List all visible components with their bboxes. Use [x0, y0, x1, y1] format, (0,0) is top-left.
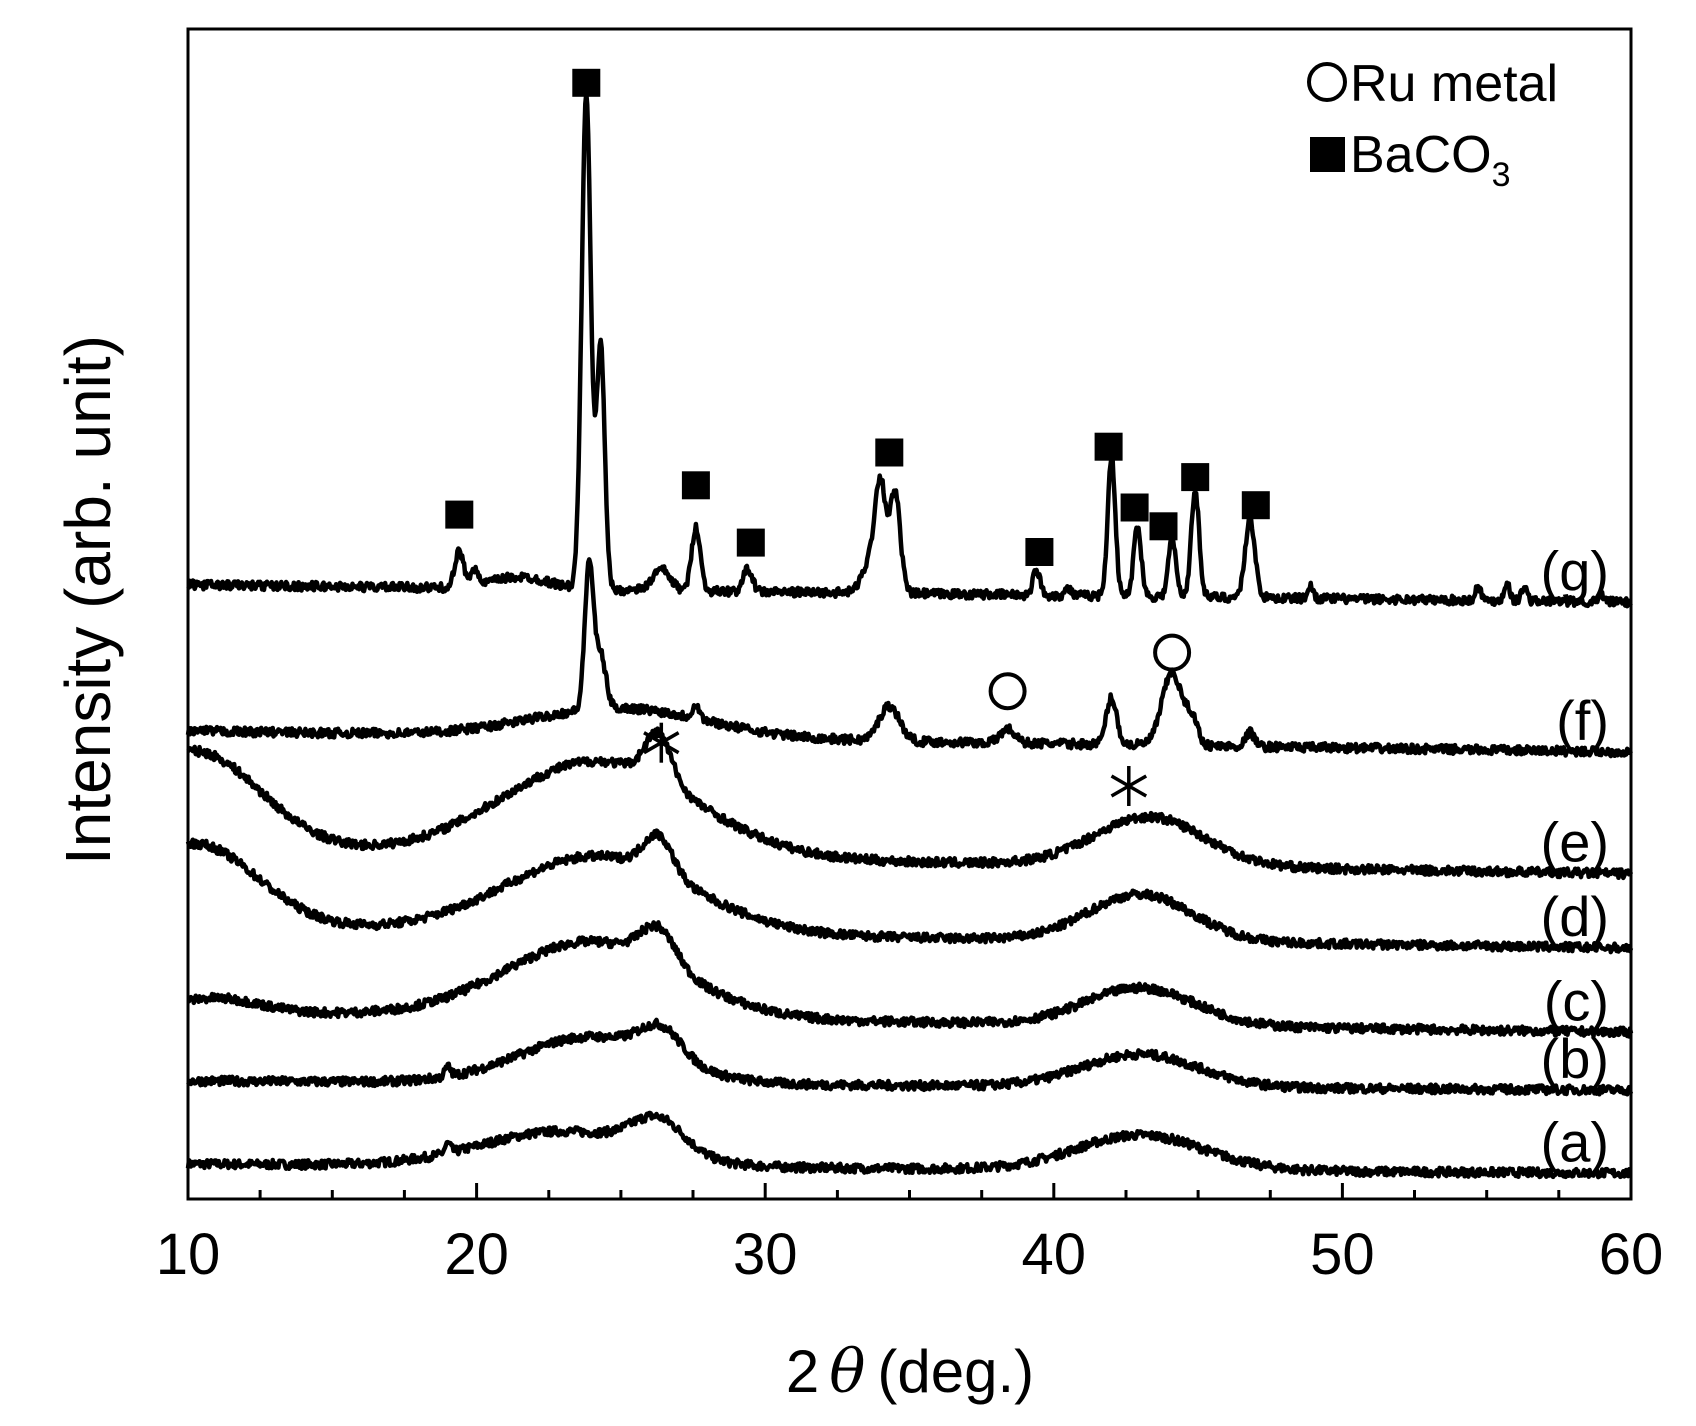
asterisk-stroke — [643, 731, 680, 755]
x-axis-label-prefix: 2 — [786, 1338, 819, 1405]
legend-label-baco3-main: BaCO — [1350, 126, 1492, 184]
series-label: (d) — [1541, 885, 1609, 948]
legend-label-baco3-sub: 3 — [1492, 156, 1511, 194]
asterisk-peak-marker — [1110, 766, 1148, 806]
ru-metal-peak-marker — [1153, 633, 1192, 672]
baco3-peak-marker — [1120, 493, 1149, 522]
legend-marker-ru-metal — [1307, 62, 1347, 102]
x-tick-label: 40 — [1022, 1222, 1087, 1287]
x-tick-label: 20 — [444, 1222, 509, 1287]
baco3-peak-marker — [736, 528, 765, 557]
series-label: (c) — [1544, 969, 1609, 1032]
baco3-peak-marker — [681, 471, 710, 500]
series-line-1 — [186, 1017, 1634, 1097]
baco3-peak-marker — [1149, 512, 1178, 541]
series-label: (b) — [1541, 1027, 1609, 1090]
series-line-5 — [185, 557, 1633, 759]
series-line-4 — [186, 726, 1634, 881]
x-axis: 10 20 30 40 50 60 — [156, 1183, 1664, 1287]
baco3-peak-marker — [1025, 538, 1054, 566]
x-tick-label: 50 — [1310, 1222, 1375, 1287]
asterisk-stroke — [1110, 774, 1148, 798]
x-tick-label: 30 — [733, 1222, 798, 1287]
legend-marker-baco3 — [1310, 137, 1345, 172]
series-label-layer: (a) (b)(c) (d) (e) (f) (g) — [1541, 539, 1609, 1173]
asterisk-peak-marker — [643, 722, 680, 763]
baco3-peak-marker — [1094, 432, 1123, 461]
baco3-peak-marker — [875, 438, 904, 467]
x-axis-label-symbol: θ — [829, 1337, 865, 1407]
series-line-2 — [186, 920, 1634, 1039]
y-axis-label: Intensity (arb. unit) — [52, 335, 124, 865]
x-axis-label: 2 θ (deg.) — [786, 1337, 1034, 1407]
series-label: (g) — [1541, 539, 1609, 602]
annotation-layer — [445, 68, 1270, 806]
legend: Ru metal BaCO3 — [1307, 55, 1558, 194]
series-line-0 — [185, 1110, 1633, 1180]
baco3-peak-marker — [1181, 463, 1210, 492]
x-tick-label: 60 — [1599, 1222, 1664, 1287]
series-label: (e) — [1541, 811, 1609, 874]
series-label: (a) — [1541, 1110, 1609, 1173]
series-label: (f) — [1556, 689, 1609, 752]
series-line-6 — [186, 91, 1633, 609]
legend-label-baco3: BaCO3 — [1350, 126, 1511, 194]
x-tick-label: 10 — [156, 1222, 221, 1287]
baco3-peak-marker — [445, 500, 474, 529]
baco3-peak-marker — [1241, 491, 1270, 520]
legend-label-ru-metal: Ru metal — [1350, 55, 1558, 113]
x-axis-label-unit: (deg.) — [877, 1338, 1034, 1405]
series-layer — [185, 91, 1634, 1180]
ru-metal-peak-marker — [988, 672, 1027, 711]
baco3-peak-marker — [572, 68, 601, 97]
series-line-3 — [185, 828, 1634, 955]
